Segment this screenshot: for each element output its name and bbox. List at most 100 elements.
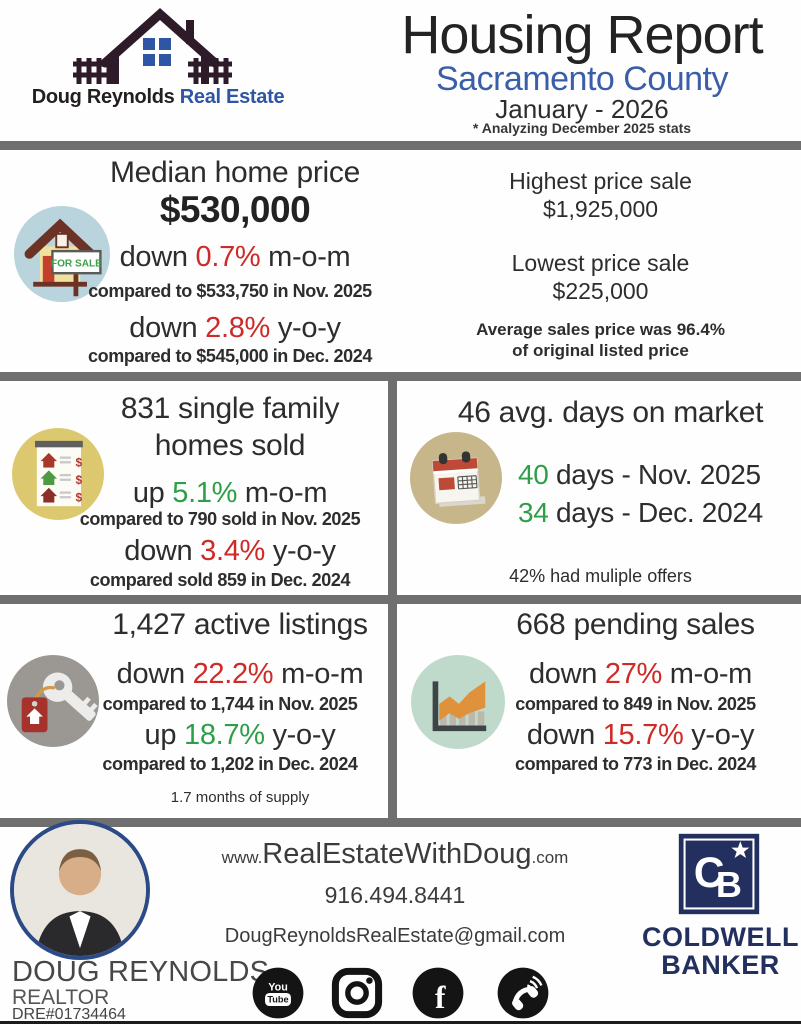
phone-call-icon[interactable] (496, 966, 550, 1020)
avg-sales-note-line1: Average sales price was 96.4% (476, 320, 725, 339)
area-chart-icon (411, 655, 505, 749)
agent-photo (10, 820, 150, 960)
agent-license: DRE#01734464 (12, 1006, 126, 1023)
logo-name-text: Doug Reynolds (31, 86, 175, 108)
active-listings-mom-change: down 22.2% m-o-m (75, 658, 405, 691)
svg-text:$: $ (75, 473, 82, 487)
days-value: 34 (518, 497, 549, 528)
website-suffix: .com (531, 848, 569, 867)
agent-name: DOUG REYNOLDS (12, 956, 270, 988)
days-text: days - Dec. 2024 (548, 497, 763, 528)
brand-name-line1: COLDWELL (642, 922, 799, 952)
days-text: days - Nov. 2025 (548, 459, 761, 490)
homes-sold-title: 831 single family homes sold (70, 390, 390, 464)
phone-number[interactable]: 916.494.8441 (324, 882, 466, 908)
median-price-yoy-compare: compared to $545,000 in Dec. 2024 (88, 346, 372, 366)
website-main: RealEstateWithDoug (262, 838, 532, 870)
agent-title: REALTOR (12, 986, 110, 1009)
yoy-suffix: y-o-y (272, 719, 336, 751)
yoy-direction: down (129, 312, 198, 344)
divider-vertical-2 (388, 604, 397, 818)
website-link[interactable]: www.RealEstateWithDoug.com (210, 838, 580, 871)
mom-percent: 0.7% (195, 241, 261, 273)
youtube-text-bottom: Tube (267, 995, 288, 1005)
youtube-icon[interactable]: You Tube (251, 966, 305, 1020)
listing-sheet-icon: $ $ $ (12, 428, 104, 520)
active-listings-title: 1,427 active listings (112, 608, 368, 641)
page-subtitle: Sacramento County (436, 60, 729, 98)
homes-sold-title-line2: homes sold (154, 429, 306, 462)
homes-sold-mom-compare: compared to 790 sold in Nov. 2025 (79, 509, 361, 529)
median-price-mom-compare: compared to $533,750 in Nov. 2025 (88, 281, 372, 301)
website-prefix: www. (221, 848, 263, 867)
yoy-direction: up (144, 719, 177, 751)
mom-direction: down (119, 241, 188, 273)
yoy-direction: down (526, 719, 595, 751)
median-price-yoy-change: down 2.8% y-o-y (70, 312, 400, 345)
avg-sales-note-line2: of original listed price (512, 341, 689, 360)
active-listings-yoy-change: up 18.7% y-o-y (75, 719, 405, 752)
report-period: January - 2026 (495, 94, 669, 124)
yoy-direction: down (124, 535, 193, 567)
days-row-dec: 34 days - Dec. 2024 (518, 494, 801, 532)
yoy-percent: 18.7% (183, 719, 265, 751)
median-price-value: $530,000 (159, 189, 311, 230)
yoy-suffix: y-o-y (277, 312, 341, 344)
multiple-offers-note: 42% had muliple offers (509, 566, 692, 586)
highest-price-value: $1,925,000 (542, 196, 659, 222)
divider-mid1 (0, 372, 801, 381)
mom-suffix: m-o-m (244, 477, 328, 509)
homes-sold-mom-change: up 5.1% m-o-m (70, 477, 390, 510)
lowest-price-value: $225,000 (552, 278, 649, 304)
brand-letter-c: C (694, 849, 725, 897)
logo-suffix-text: Real Estate (179, 86, 285, 108)
pending-sales-mom-compare: compared to 849 in Nov. 2025 (515, 694, 756, 714)
pending-sales-mom-change: down 27% m-o-m (480, 658, 801, 691)
svg-text:f: f (435, 980, 446, 1015)
email-address[interactable]: DougReynoldsRealEstate@gmail.com (224, 925, 566, 947)
homes-sold-yoy-compare: compared sold 859 in Dec. 2024 (89, 570, 351, 590)
median-price-title: Median home price (109, 156, 361, 189)
median-price-mom-change: down 0.7% m-o-m (70, 241, 400, 274)
mom-suffix: m-o-m (669, 658, 753, 690)
yoy-percent: 2.8% (205, 312, 271, 344)
pending-sales-title: 668 pending sales (516, 608, 755, 641)
days-row-nov: 40 days - Nov. 2025 (518, 456, 801, 494)
yoy-percent: 15.7% (602, 719, 684, 751)
mom-direction: up (132, 477, 165, 509)
facebook-icon[interactable]: f (411, 966, 465, 1020)
pending-sales-yoy-compare: compared to 773 in Dec. 2024 (515, 754, 756, 774)
active-listings-mom-compare: compared to 1,744 in Nov. 2025 (102, 694, 358, 714)
mom-direction: down (528, 658, 598, 690)
days-on-market-title: 46 avg. days on market (457, 396, 764, 429)
key-with-tag-icon (7, 655, 99, 747)
instagram-icon[interactable] (330, 966, 384, 1020)
for-sale-sign-text: FOR SALE (51, 258, 102, 269)
days-on-market-rows: 40 days - Nov. 2025 34 days - Dec. 2024 (518, 456, 801, 532)
doug-reynolds-logo (35, 6, 270, 86)
mom-percent: 27% (604, 658, 663, 690)
days-value: 40 (518, 459, 549, 490)
pending-sales-yoy-change: down 15.7% y-o-y (480, 719, 801, 752)
house-fence-logo-icon (73, 7, 232, 84)
mom-direction: down (116, 658, 185, 690)
youtube-text-top: You (268, 981, 288, 993)
coldwell-banker-logo-icon: C B (678, 833, 760, 915)
logo-wordmark: Doug Reynolds Real Estate (28, 86, 288, 109)
mom-suffix: m-o-m (281, 658, 364, 690)
calendar-icon (410, 432, 502, 524)
lowest-price-label: Lowest price sale (511, 250, 690, 276)
page-title: Housing Report (401, 5, 763, 65)
mom-percent: 22.2% (192, 658, 274, 690)
agent-portrait (14, 824, 146, 956)
divider-top (0, 141, 801, 150)
months-of-supply-note: 1.7 months of supply (170, 789, 310, 806)
mom-percent: 5.1% (172, 477, 238, 509)
svg-text:$: $ (75, 456, 82, 470)
yoy-suffix: y-o-y (272, 535, 336, 567)
divider-mid2 (0, 595, 801, 604)
yoy-percent: 3.4% (200, 535, 266, 567)
brand-name-line2: BANKER (661, 950, 780, 980)
brand-letter-b: B (716, 864, 742, 905)
